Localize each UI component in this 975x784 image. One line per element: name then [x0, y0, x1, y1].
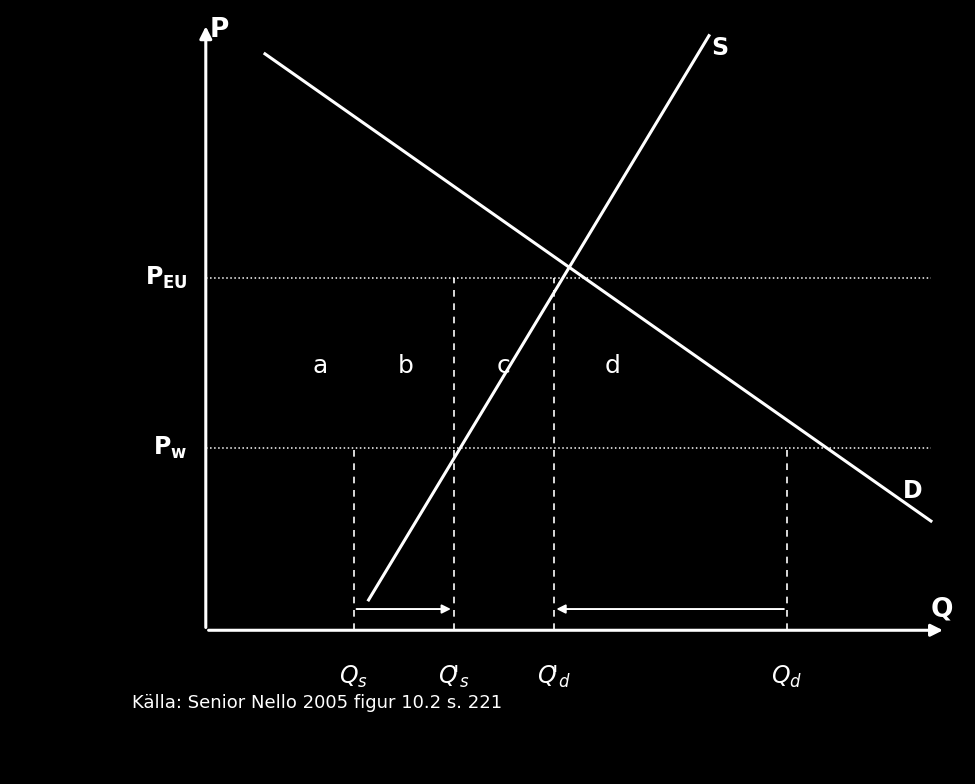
Text: S: S	[712, 36, 728, 60]
Text: $\mathbf{P_{EU}}$: $\mathbf{P_{EU}}$	[144, 265, 187, 292]
Text: P: P	[210, 16, 229, 42]
Text: Källa: Senior Nello 2005 figur 10.2 s. 221: Källa: Senior Nello 2005 figur 10.2 s. 2…	[132, 694, 502, 712]
Text: a: a	[313, 354, 329, 379]
Text: $Q_s$: $Q_s$	[339, 663, 369, 690]
Text: c: c	[496, 354, 510, 379]
Text: $Q\!'_d$: $Q\!'_d$	[536, 663, 570, 690]
Text: Q: Q	[931, 596, 954, 622]
Text: b: b	[398, 354, 413, 379]
Text: $Q\!'_s$: $Q\!'_s$	[438, 663, 470, 690]
Text: $Q_d$: $Q_d$	[771, 663, 802, 690]
Text: D: D	[903, 479, 922, 503]
Text: d: d	[604, 354, 621, 379]
Text: $\mathbf{P_w}$: $\mathbf{P_w}$	[153, 435, 187, 461]
